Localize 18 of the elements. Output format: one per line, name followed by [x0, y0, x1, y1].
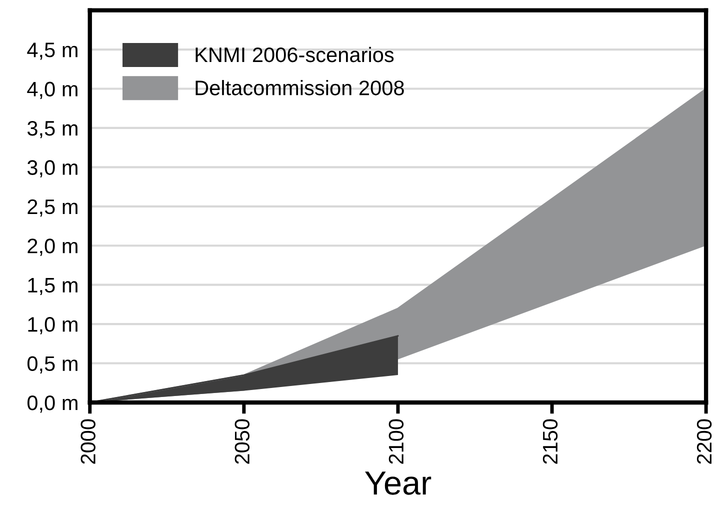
x-tick-label: 2200: [696, 419, 712, 464]
y-tick-label: 2,0 m: [28, 238, 78, 256]
y-tick-label: 3,0 m: [27, 160, 78, 178]
y-tick-label: 4,5 m: [27, 42, 78, 60]
x-tick-label: 2050: [234, 419, 250, 464]
y-tick-label: 4,0 m: [27, 82, 78, 99]
y-tick-label: 2,5 m: [28, 199, 78, 217]
x-tick-label: 2000: [80, 419, 96, 464]
y-tick-label: 3,5 m: [27, 120, 78, 138]
y-tick-label: 1,0 m: [28, 317, 78, 334]
y-tick-label: 0,0 m: [27, 395, 78, 413]
y-tick-label: 1,5 m: [28, 278, 78, 296]
legend-label: KNMI 2006-scenarios: [196, 46, 394, 62]
x-tick-label: 2100: [388, 419, 404, 464]
x-tick-label: 2150: [542, 419, 558, 464]
y-tick-label: 0,5 m: [27, 356, 78, 374]
x-axis-title: Year: [365, 472, 432, 495]
legend-label: Deltacommission 2008: [196, 80, 404, 96]
